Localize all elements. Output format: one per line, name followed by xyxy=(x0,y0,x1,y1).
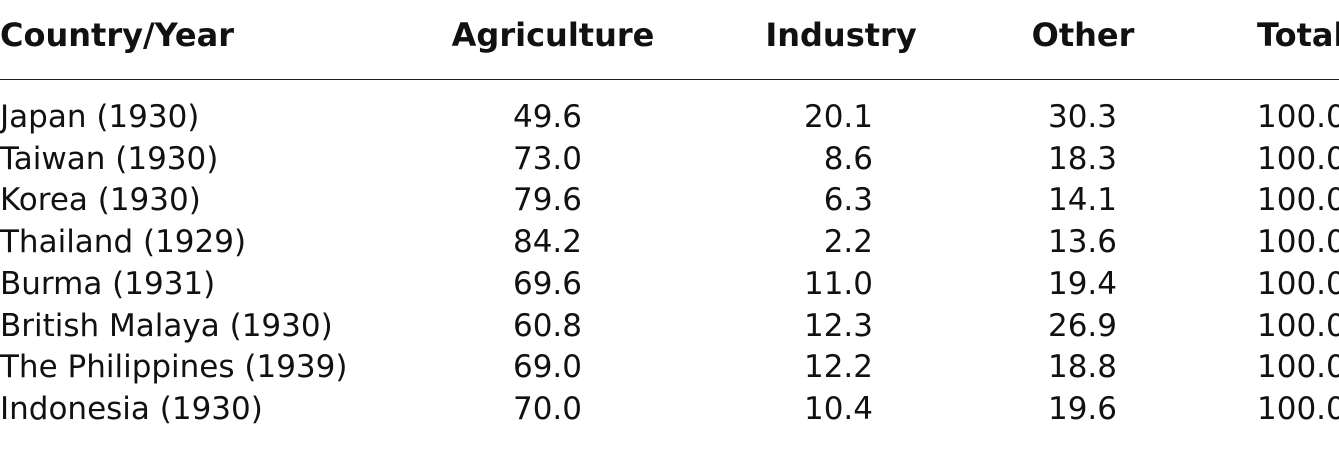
row-label: Indonesia (1930) xyxy=(0,390,263,427)
row-label: Korea (1930) xyxy=(0,182,201,219)
table-cell: 100.0 xyxy=(1257,265,1339,302)
table-cell: 18.8 xyxy=(1047,349,1117,386)
table-cell: 100.0 xyxy=(1257,390,1339,427)
table-cell: 100.0 xyxy=(1257,182,1339,219)
table-cell: 6.3 xyxy=(823,182,873,219)
table-cell: 8.6 xyxy=(823,140,873,177)
table-cell: 69.0 xyxy=(512,349,582,386)
column-header: Country/Year xyxy=(0,16,234,54)
table-cell: 11.0 xyxy=(803,265,873,302)
row-label: Taiwan (1930) xyxy=(0,140,219,177)
row-label: The Philippines (1939) xyxy=(0,349,348,386)
table-cell: 30.3 xyxy=(1047,99,1117,135)
table-cell: 19.6 xyxy=(1047,390,1117,427)
table-cell: 60.8 xyxy=(512,307,582,344)
column-header: Industry xyxy=(765,16,917,54)
row-label: Japan (1930) xyxy=(0,99,200,135)
table-cell: 12.3 xyxy=(803,307,873,344)
table-cell: 84.2 xyxy=(512,224,582,261)
table-cell: 100.0 xyxy=(1257,99,1339,135)
table-cell: 49.6 xyxy=(512,99,582,135)
table-cell: 73.0 xyxy=(512,140,582,177)
row-label: British Malaya (1930) xyxy=(0,307,333,344)
table-cell: 13.6 xyxy=(1047,224,1117,261)
table-cell: 100.0 xyxy=(1257,140,1339,177)
table-cell: 100.0 xyxy=(1257,307,1339,344)
table-cell: 70.0 xyxy=(512,390,582,427)
table-cell: 100.0 xyxy=(1257,224,1339,261)
header-rule xyxy=(0,79,1339,80)
column-header: Total xyxy=(1257,16,1339,54)
column-header: Other xyxy=(1031,16,1135,54)
table-cell: 26.9 xyxy=(1047,307,1117,344)
table-cell: 79.6 xyxy=(512,182,582,219)
row-label: Thailand (1929) xyxy=(0,224,247,261)
table-cell: 12.2 xyxy=(803,349,873,386)
table-cell: 2.2 xyxy=(823,224,873,261)
column-header: Agriculture xyxy=(451,16,655,54)
table-cell: 20.1 xyxy=(803,99,873,135)
table-cell: 14.1 xyxy=(1047,182,1117,219)
table-cell: 10.4 xyxy=(803,390,873,427)
table-cell: 100.0 xyxy=(1257,349,1339,386)
table-cell: 18.3 xyxy=(1047,140,1117,177)
row-label: Burma (1931) xyxy=(0,265,216,302)
table-cell: 69.6 xyxy=(512,265,582,302)
table-cell: 19.4 xyxy=(1047,265,1117,302)
